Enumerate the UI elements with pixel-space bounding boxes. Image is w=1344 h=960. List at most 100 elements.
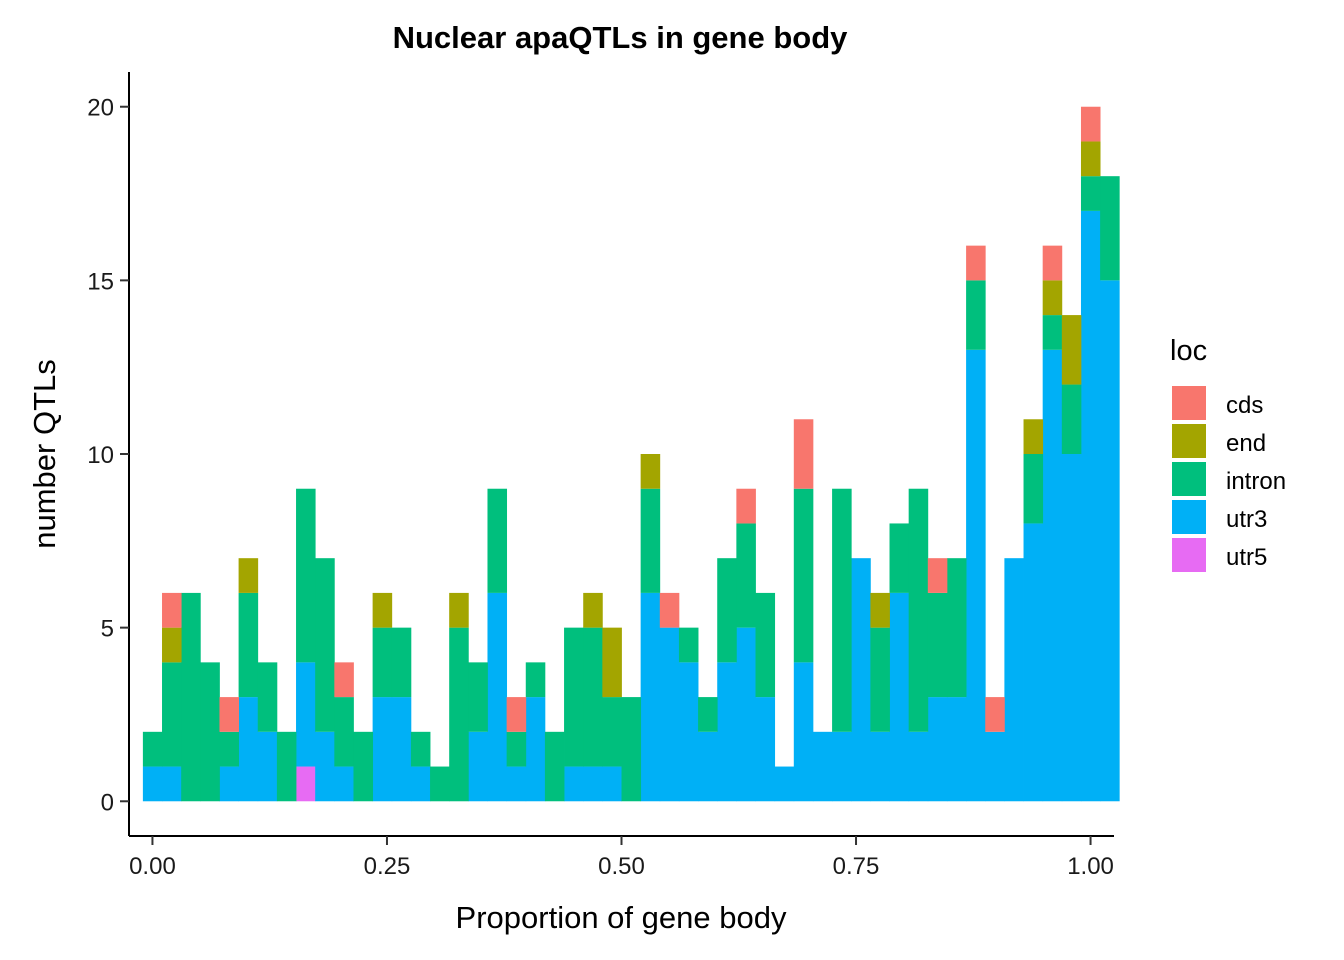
legend-label-end: end [1226,430,1266,457]
bar-intron [602,697,622,767]
bar-cds [966,245,986,281]
bar-intron [162,662,182,767]
bar-utr3 [487,592,508,802]
y-ticks: 0 5 10 15 20 [87,95,129,816]
legend-key-utr5 [1172,538,1206,572]
bar-utr3 [870,731,890,802]
bar-intron [372,627,393,698]
bar-intron [1100,176,1120,281]
bar-intron [315,558,335,732]
bar-intron [276,731,297,802]
bar-utr3 [774,766,795,802]
x-tick-label: 0.50 [598,853,645,880]
bar-intron [1023,454,1044,524]
bar-intron [449,627,469,802]
bar-intron [717,558,737,663]
bar-end [162,627,182,663]
bar-utr3 [1061,454,1082,802]
bar-intron [200,662,220,802]
bar-utr3 [162,766,182,802]
legend-key-end [1172,424,1206,458]
bar-end [238,558,259,593]
bar-utr3 [985,731,1005,802]
y-tick-label: 5 [101,616,114,643]
bar-utr3 [583,766,603,802]
bar-intron [698,697,718,732]
bar-utr3 [851,558,871,802]
bar-utr3 [142,766,163,802]
bar-cds [985,697,1005,732]
bar-cds [659,592,680,628]
bar-utr3 [315,731,335,802]
bar-cds [334,662,354,698]
bar-utr3 [946,697,967,802]
bar-end [449,592,469,628]
bar-utr3 [372,697,393,802]
bar-utr3 [908,731,929,802]
bar-utr3 [1023,523,1044,802]
legend-label-cds: cds [1226,392,1263,419]
bar-utr3 [736,627,756,802]
x-tick-label: 0.25 [364,853,411,880]
x-ticks: 0.00 0.25 0.50 0.75 1.00 [129,836,1114,880]
bar-end [602,627,622,698]
bar-intron [544,731,565,802]
bar-utr3 [525,697,546,802]
bar-end [1080,141,1101,177]
bar-utr3 [717,662,737,802]
bar-intron [736,523,756,628]
bar-utr3 [238,697,259,802]
bar-intron [181,592,201,802]
legend-key-utr3 [1172,500,1206,534]
bar-end [372,592,393,628]
bar-end [583,592,603,628]
bar-intron [946,558,967,698]
bar-intron [583,627,603,767]
y-tick-label: 15 [87,268,114,295]
bar-utr3 [698,731,718,802]
legend-label-utr3: utr3 [1226,506,1267,533]
bar-intron [966,280,986,350]
legend-key-cds [1172,386,1206,420]
bar-intron [238,592,259,698]
bar-cds [736,488,756,524]
legend: loc cds end intron utr3 utr5 [1170,335,1286,572]
bar-cds [1042,245,1063,281]
bar-cds [162,592,182,628]
bar-intron [832,488,852,732]
bar-intron [678,627,699,663]
bar-cds [927,558,948,593]
bar-utr3 [640,592,661,802]
x-tick-label: 0.00 [129,853,176,880]
bar-utr5 [296,766,316,802]
bar-intron [1080,176,1101,211]
bar-utr3 [391,697,412,802]
bar-utr3 [678,662,699,802]
bar-utr3 [1080,210,1101,802]
bar-intron [793,488,814,663]
bar-intron [564,627,584,767]
bar-utr3 [296,662,316,767]
bar-utr3 [1100,280,1120,802]
bar-end [870,592,890,628]
y-tick-label: 10 [87,442,114,469]
bar-intron [430,766,450,802]
bar-utr3 [889,592,910,802]
chart-title: Nuclear apaQTLs in gene body [393,20,849,55]
bar-end [1061,315,1082,385]
x-tick-label: 0.75 [833,853,880,880]
bar-intron [927,592,948,698]
bar-utr3 [659,627,680,802]
bar-cds [219,697,239,732]
legend-key-intron [1172,462,1206,496]
bar-utr3 [1004,558,1024,802]
bar-intron [1042,315,1063,350]
x-axis-title: Proportion of gene body [456,900,787,935]
bar-intron [525,662,546,698]
bar-intron [870,627,890,732]
bar-intron [755,592,776,698]
bar-intron [908,488,929,732]
bar-intron [640,488,661,593]
bar-utr3 [755,697,776,802]
bar-utr3 [793,662,814,802]
